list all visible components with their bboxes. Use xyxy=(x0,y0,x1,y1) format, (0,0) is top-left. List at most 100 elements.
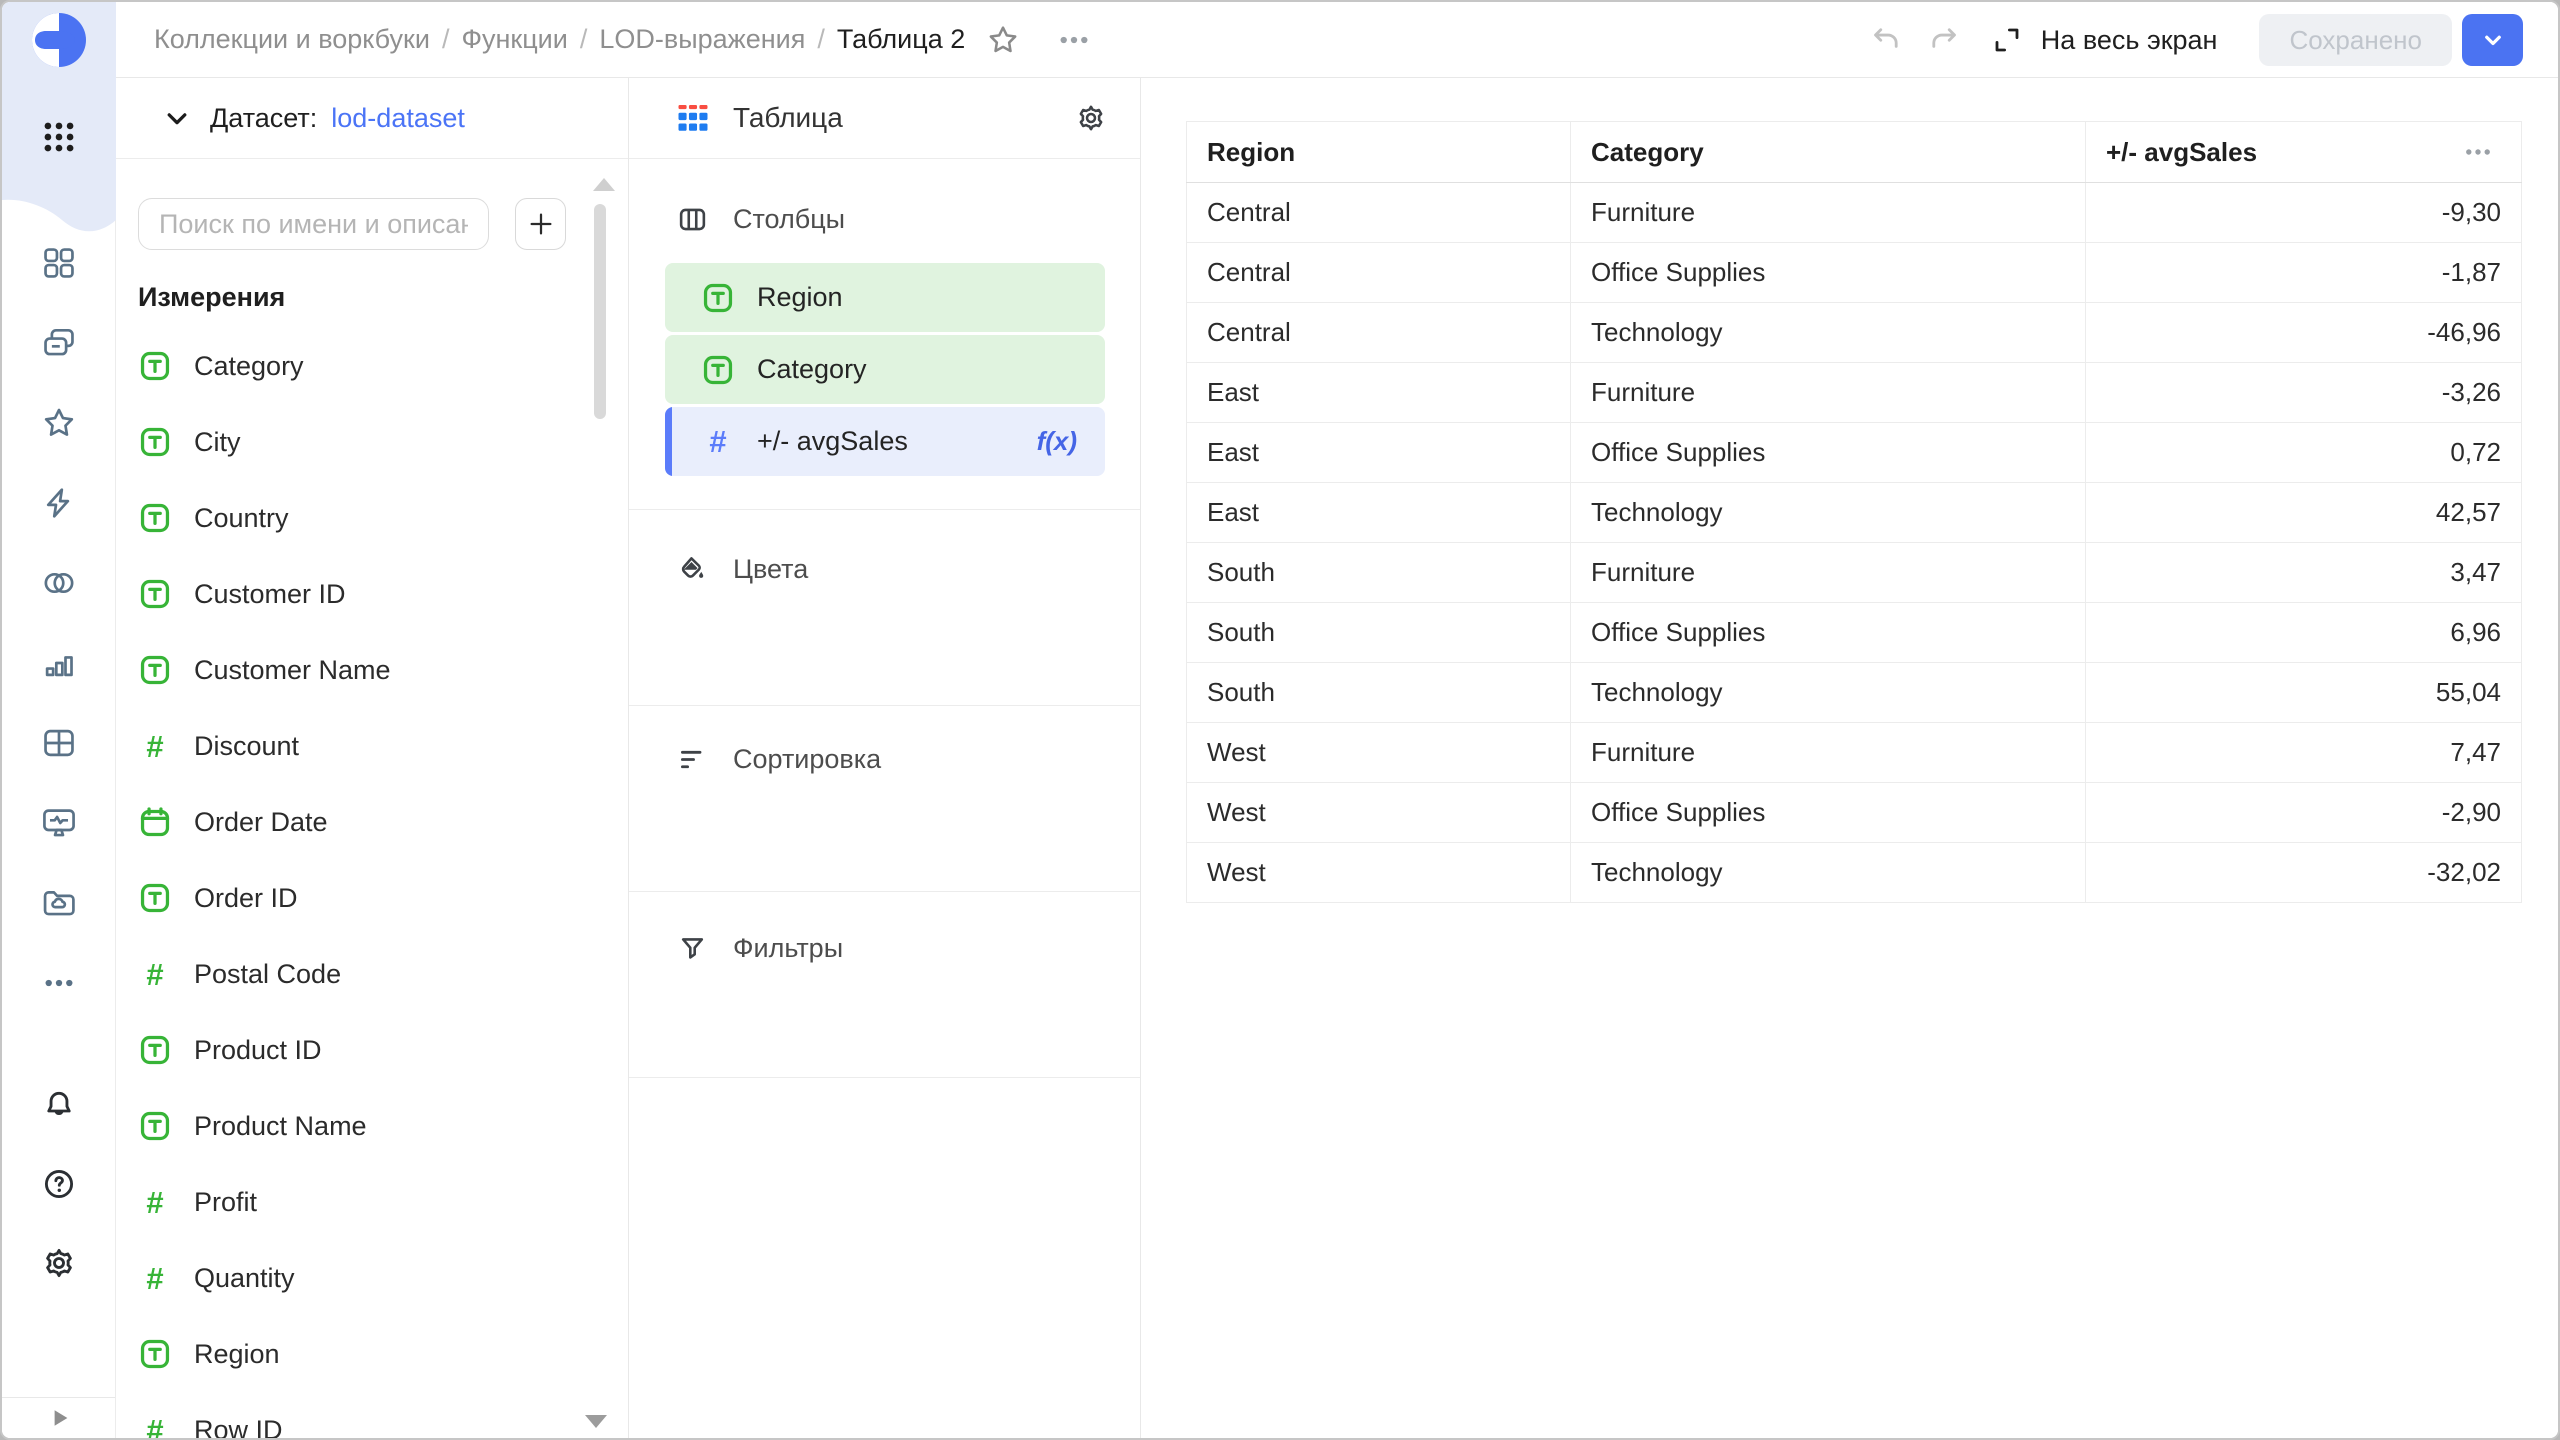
table-row: East Office Supplies 0,72 xyxy=(1186,422,2522,483)
datalens-logo[interactable] xyxy=(31,12,87,68)
rail-item-datasets-venn-icon[interactable] xyxy=(2,543,115,623)
rail-item-monitoring-screen-icon[interactable] xyxy=(2,783,115,863)
section-sorting[interactable]: Сортировка xyxy=(629,744,1140,775)
text-field-icon xyxy=(701,353,735,387)
chevron-down-icon[interactable] xyxy=(160,101,194,135)
rail-item-collections-icon[interactable] xyxy=(2,303,115,383)
rail-item-help-icon[interactable] xyxy=(2,1144,115,1223)
breadcrumb-item[interactable]: LOD-выражения xyxy=(599,24,806,54)
table-row: East Furniture -3,26 xyxy=(1186,362,2522,423)
rail-item-widgets-icon[interactable] xyxy=(2,223,115,303)
cell-value: 3,47 xyxy=(2085,542,2522,603)
collapse-sidebar-button[interactable] xyxy=(2,1397,115,1438)
breadcrumb: Коллекции и воркбуки / Функции / LOD-выр… xyxy=(154,24,965,55)
cell-value: 7,47 xyxy=(2085,722,2522,783)
selected-indicator xyxy=(665,407,672,476)
field-item[interactable]: Region xyxy=(116,1316,586,1392)
favorite-star-icon[interactable] xyxy=(985,22,1021,58)
fullscreen-icon[interactable] xyxy=(1991,24,2023,56)
field-item[interactable]: Product Name xyxy=(116,1088,586,1164)
field-item[interactable]: Customer Name xyxy=(116,632,586,708)
dataset-name-link[interactable]: lod-dataset xyxy=(331,102,465,133)
column-chip-category[interactable]: Category xyxy=(665,335,1105,404)
cell-text: Technology xyxy=(1570,842,2086,903)
formula-fx-icon[interactable]: f(x) xyxy=(1036,426,1077,456)
rail-item-tables-grid-icon[interactable] xyxy=(2,703,115,783)
more-ellipsis-icon[interactable] xyxy=(1055,21,1093,59)
rail-item-charts-bar-icon[interactable] xyxy=(2,623,115,703)
field-label: Profit xyxy=(194,1186,258,1217)
field-label: City xyxy=(194,426,241,457)
topbar-actions: На весь экран Сохранено xyxy=(1869,2,2523,78)
number-field-icon: # xyxy=(146,1412,164,1439)
table-header-menu-icon[interactable] xyxy=(2461,135,2495,169)
apps-grid-icon[interactable] xyxy=(40,118,78,156)
dataset-header: Датасет: lod-dataset xyxy=(116,78,628,159)
rail-item-storage-folder-icon[interactable] xyxy=(2,863,115,943)
chart-type-label[interactable]: Таблица xyxy=(733,102,843,133)
columns-icon xyxy=(679,208,706,231)
widgets-icon xyxy=(40,244,78,282)
field-item[interactable]: Product ID xyxy=(116,1012,586,1088)
field-item[interactable]: Order Date xyxy=(116,784,586,860)
section-filters[interactable]: Фильтры xyxy=(629,933,1140,964)
dataset-label: Датасет: xyxy=(210,102,318,133)
field-item[interactable]: Country xyxy=(116,480,586,556)
chart-settings-gear-icon[interactable] xyxy=(1075,102,1107,134)
field-item[interactable]: # Postal Code xyxy=(116,936,586,1012)
field-item[interactable]: # Profit xyxy=(116,1164,586,1240)
monitoring-screen-icon xyxy=(40,804,78,842)
field-item[interactable]: City xyxy=(116,404,586,480)
table-column-header[interactable]: +/- avgSales xyxy=(2085,121,2522,183)
paint-bucket-icon xyxy=(681,557,704,578)
charts-bar-icon xyxy=(40,644,78,682)
field-item[interactable]: # Row ID xyxy=(116,1392,586,1439)
rail-item-favorites-star-icon[interactable] xyxy=(2,383,115,463)
undo-icon[interactable] xyxy=(1869,23,1903,57)
text-field-icon xyxy=(138,653,172,687)
save-dropdown-button[interactable] xyxy=(2462,14,2523,66)
column-chip-region[interactable]: Region xyxy=(665,263,1105,332)
rail-item-notifications-bell-icon[interactable] xyxy=(2,1065,115,1144)
table-column-header[interactable]: Category xyxy=(1570,121,2086,183)
column-chip--avgsales[interactable]: # +/- avgSales f(x) xyxy=(665,407,1105,476)
field-item[interactable]: # Quantity xyxy=(116,1240,586,1316)
text-field-icon xyxy=(138,1337,172,1371)
field-label: Quantity xyxy=(194,1262,295,1293)
rail-item-settings-gear-icon[interactable] xyxy=(2,1223,115,1302)
field-item[interactable]: Order ID xyxy=(116,860,586,936)
cell-value: 0,72 xyxy=(2085,422,2522,483)
table-row: East Technology 42,57 xyxy=(1186,482,2522,543)
cell-text: Technology xyxy=(1570,482,2086,543)
table-column-header[interactable]: Region xyxy=(1186,121,1571,183)
table-chart-type-icon xyxy=(678,105,708,131)
help-icon xyxy=(41,1166,77,1202)
chart-type-header: Таблица xyxy=(629,78,1140,159)
cell-text: Office Supplies xyxy=(1570,602,2086,663)
cell-value: 55,04 xyxy=(2085,662,2522,723)
redo-icon[interactable] xyxy=(1927,23,1961,57)
section-colors[interactable]: Цвета xyxy=(629,554,1140,585)
scrollbar-thumb[interactable] xyxy=(594,204,606,419)
rail-item-more-ellipsis-icon[interactable] xyxy=(2,943,115,1023)
fullscreen-label[interactable]: На весь экран xyxy=(2040,24,2218,55)
breadcrumb-item[interactable]: Коллекции и воркбуки xyxy=(154,24,430,54)
table-row: South Office Supplies 6,96 xyxy=(1186,602,2522,663)
breadcrumb-separator: / xyxy=(579,24,588,54)
more-ellipsis-icon xyxy=(40,964,78,1002)
field-label: Country xyxy=(194,502,289,533)
field-search-input[interactable] xyxy=(138,198,489,250)
table-row: Central Technology -46,96 xyxy=(1186,302,2522,363)
field-item[interactable]: Customer ID xyxy=(116,556,586,632)
saved-button[interactable]: Сохранено xyxy=(2259,14,2452,66)
cell-value: 42,57 xyxy=(2085,482,2522,543)
breadcrumb-item[interactable]: Функции xyxy=(461,24,568,54)
field-item[interactable]: Category xyxy=(116,328,586,404)
cell-text: Central xyxy=(1186,182,1571,243)
add-field-button[interactable] xyxy=(515,198,566,250)
scroll-down-icon[interactable] xyxy=(585,1415,607,1428)
scroll-up-icon[interactable] xyxy=(593,178,615,191)
rail-item-functions-bolt-icon[interactable] xyxy=(2,463,115,543)
filters-section-label: Фильтры xyxy=(733,933,844,963)
field-item[interactable]: # Discount xyxy=(116,708,586,784)
